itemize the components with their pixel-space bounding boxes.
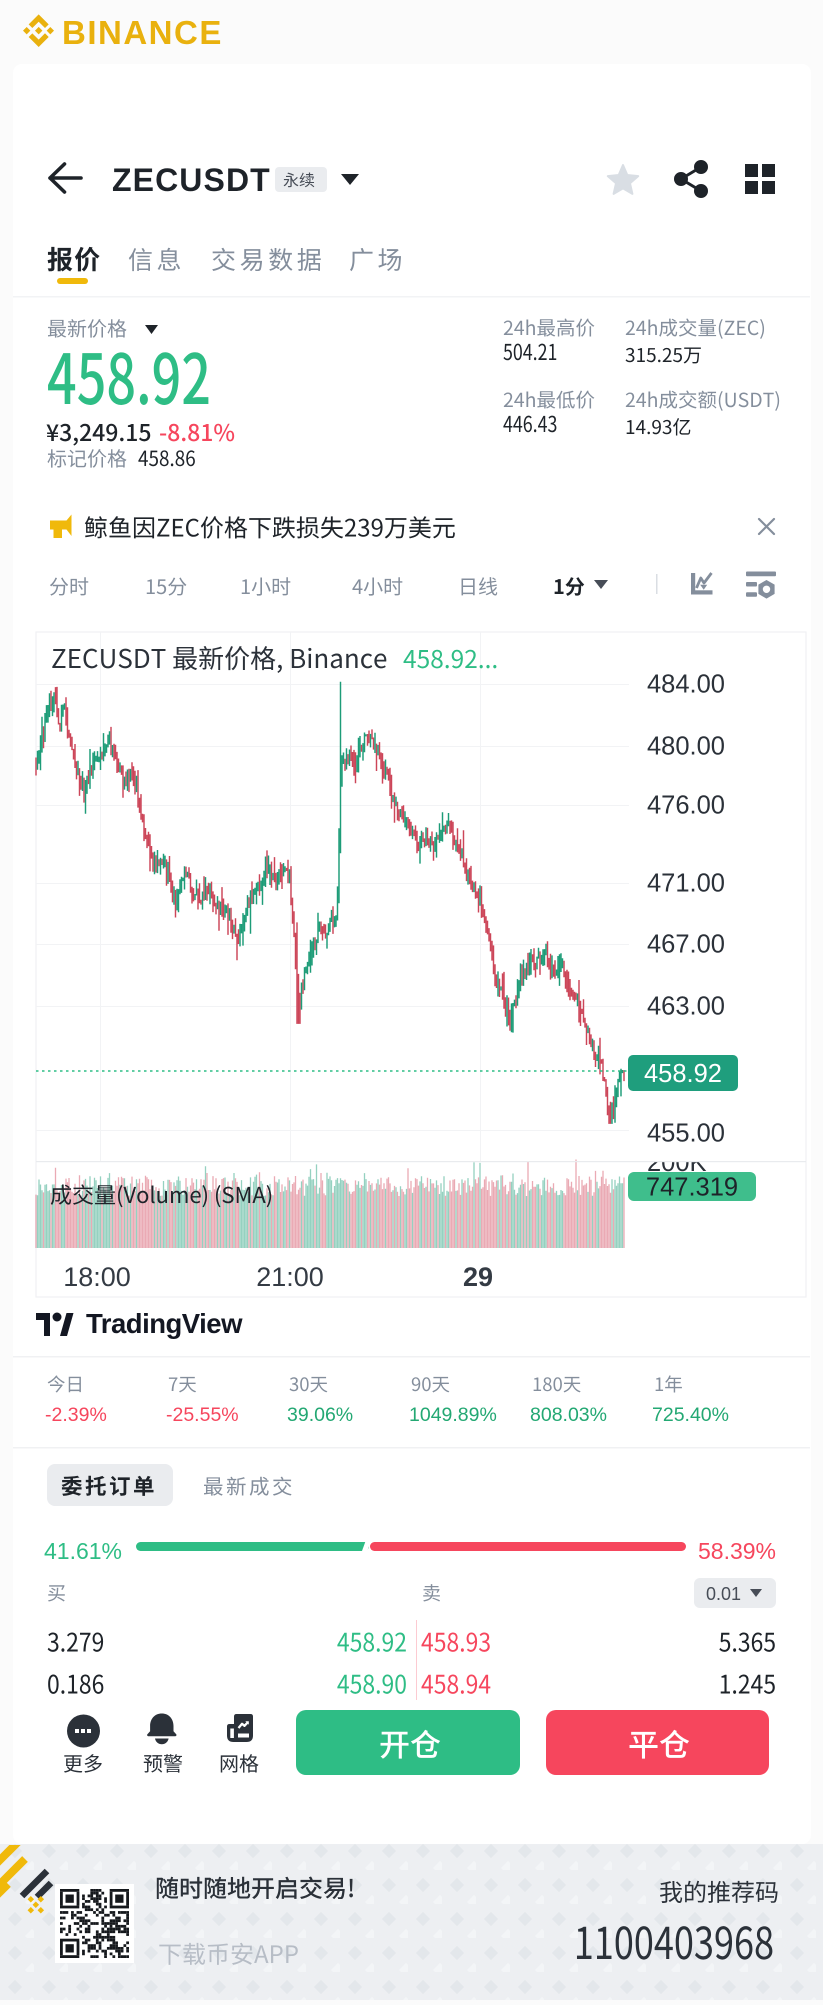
svg-text:0.01: 0.01	[706, 1584, 741, 1604]
svg-text:41.61%: 41.61%	[44, 1538, 122, 1564]
svg-text:455.00: 455.00	[647, 1120, 725, 1148]
svg-text:TradingView: TradingView	[86, 1308, 243, 1339]
svg-text:808.03%: 808.03%	[530, 1404, 607, 1426]
svg-text:476.00: 476.00	[647, 792, 725, 820]
svg-text:1049.89%: 1049.89%	[409, 1404, 497, 1426]
svg-text:471.00: 471.00	[647, 870, 725, 898]
svg-text:463.00: 463.00	[647, 993, 725, 1021]
svg-text:-25.55%: -25.55%	[166, 1404, 239, 1426]
svg-text:458.92: 458.92	[644, 1060, 722, 1088]
svg-text:725.40%: 725.40%	[652, 1404, 729, 1426]
svg-text:18:00: 18:00	[63, 1262, 131, 1292]
svg-text:39.06%: 39.06%	[287, 1404, 353, 1426]
svg-text:29: 29	[463, 1262, 493, 1292]
svg-text:ZECUSDT: ZECUSDT	[112, 162, 271, 198]
svg-text:58.39%: 58.39%	[698, 1538, 776, 1564]
svg-text:480.00: 480.00	[647, 733, 725, 761]
svg-text:-2.39%: -2.39%	[45, 1404, 107, 1426]
svg-text:467.00: 467.00	[647, 931, 725, 959]
svg-text:21:00: 21:00	[256, 1262, 324, 1292]
svg-text:747.319: 747.319	[646, 1174, 738, 1202]
svg-text:484.00: 484.00	[647, 671, 725, 699]
svg-text:BINANCE: BINANCE	[62, 14, 223, 51]
